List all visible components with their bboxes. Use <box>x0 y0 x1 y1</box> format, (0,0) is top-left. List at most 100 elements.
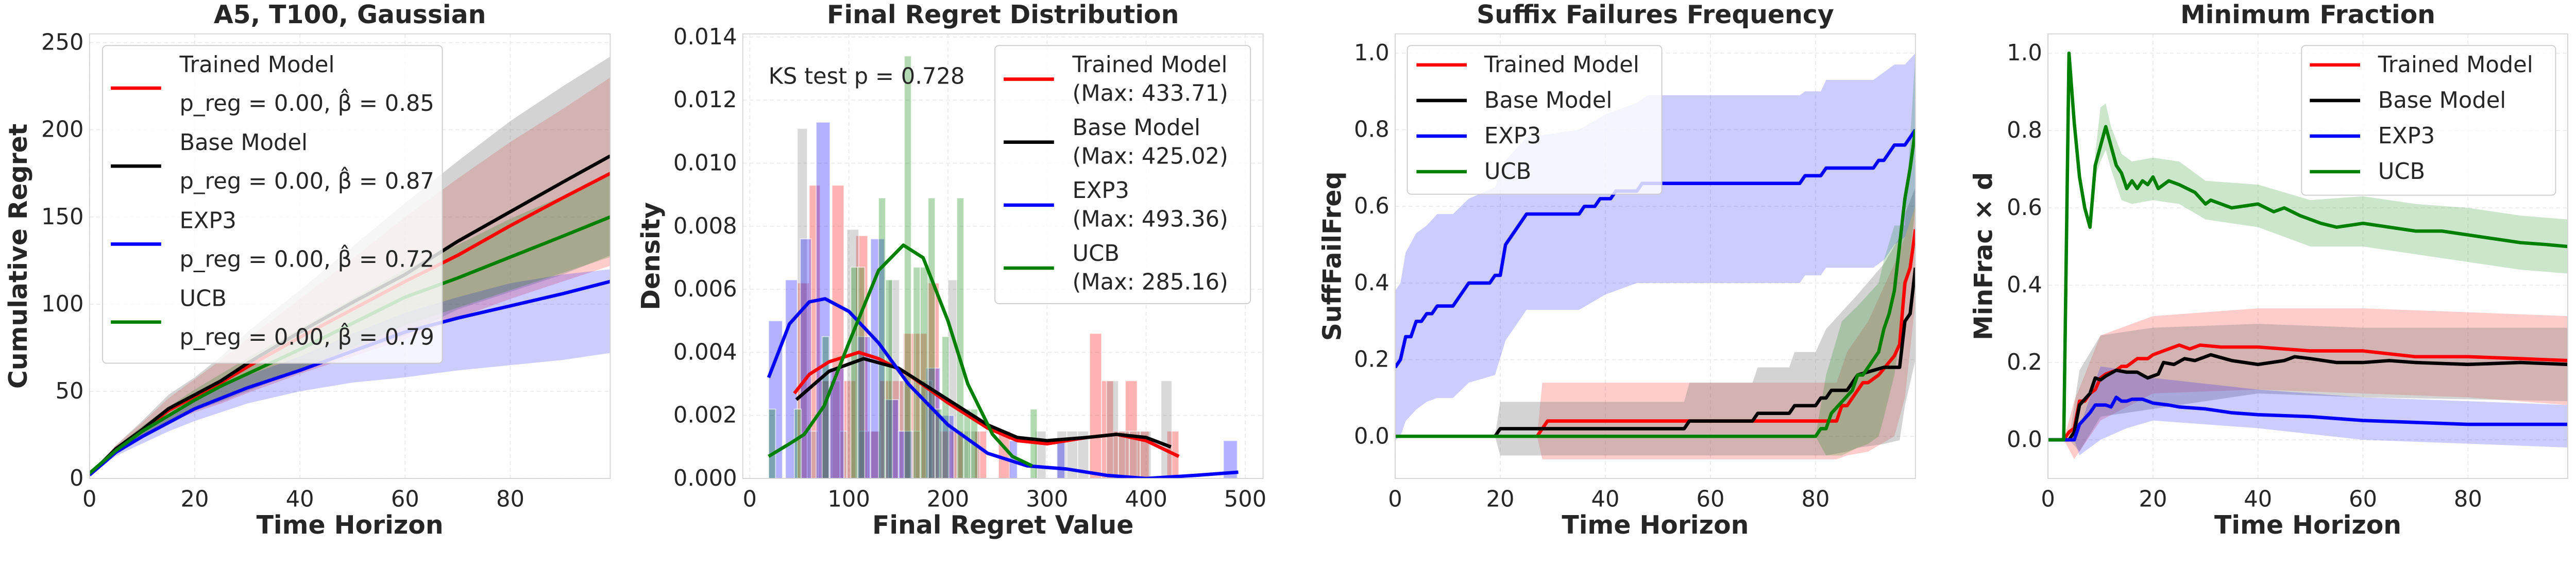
x-tick-label: 0 <box>2041 487 2055 512</box>
histogram-bar <box>1125 380 1138 479</box>
ks-test-annotation: KS test p = 0.728 <box>769 63 965 89</box>
y-tick-label: 0.0 <box>1354 423 1389 449</box>
series-line-ucb <box>2048 51 2568 442</box>
legend-label: Base Model <box>1484 88 1613 113</box>
legend-label: Trained Model <box>179 52 334 78</box>
legend-label: Trained Model <box>2378 52 2533 78</box>
y-tick-label: 0.8 <box>2007 118 2042 143</box>
x-tick-label: 200 <box>927 487 969 512</box>
confidence-band-exp3 <box>2074 366 2568 456</box>
chart-panel-2: 0 100 200 300 400 500 0.000 0.002 0.004 0.006 0.00… <box>636 0 1266 540</box>
histogram-bar <box>885 279 893 479</box>
legend-stats-label: p_reg = 0.00, β̂ = 0.85 <box>179 89 434 117</box>
legend: Trained Model Base Model EXP3 UCB <box>1406 45 1663 195</box>
histogram-bar <box>793 408 802 479</box>
x-tick-label: 60 <box>391 487 419 512</box>
x-tick-label: 60 <box>2349 487 2377 512</box>
axes-frame <box>1395 33 1916 479</box>
chart-panel-4: 0 20 40 60 80 0.0 0.2 0.4 0.6 0.8 1.0 Minimum Fract… <box>1969 0 2568 540</box>
y-tick-label: 0.000 <box>673 466 737 491</box>
legend-label: EXP3 <box>1484 123 1541 149</box>
y-tick-label: 1.0 <box>2007 40 2042 66</box>
series-line-base-model <box>1395 267 1916 438</box>
histogram-bar <box>963 408 972 479</box>
plot-area <box>2048 51 2568 459</box>
legend-box <box>994 45 1251 304</box>
plot-area <box>767 55 1239 479</box>
histogram-bar <box>1106 380 1119 479</box>
legend: Trained Model Base Model EXP3 UCB <box>2301 45 2556 196</box>
histogram-bar <box>897 431 913 479</box>
y-tick-label: 200 <box>41 117 83 143</box>
histogram-bar <box>850 267 858 479</box>
x-tick-label: 100 <box>827 487 870 512</box>
y-tick-label: 150 <box>41 204 83 230</box>
y-tick-label: 50 <box>56 378 84 404</box>
histogram-bar <box>1089 333 1103 479</box>
histogram-bar <box>869 431 882 479</box>
legend-label: Base Model <box>2378 88 2506 113</box>
histogram-bar <box>768 408 776 479</box>
x-tick-label: 40 <box>2244 487 2272 512</box>
histogram-bar <box>1056 440 1065 479</box>
x-tick-label: 0 <box>743 487 757 512</box>
series-line-exp3 <box>1395 128 1916 369</box>
x-tick-label: 0 <box>1388 487 1402 512</box>
x-tick-label: 20 <box>1486 487 1515 512</box>
x-tick-label: 80 <box>2454 487 2482 512</box>
confidence-band-base-model <box>1495 187 1916 456</box>
confidence-band-exp3 <box>89 269 611 477</box>
x-axis-label: Time Horizon <box>2214 510 2401 540</box>
legend-box <box>2301 45 2556 196</box>
histogram-bar <box>941 336 950 479</box>
axes-frame <box>89 33 611 479</box>
x-axis-label: Time Horizon <box>257 510 444 540</box>
axes-frame <box>742 33 1264 479</box>
y-axis-label: Density <box>636 202 666 310</box>
chart-title: Minimum Fraction <box>2180 0 2435 29</box>
chart-title: Final Regret Distribution <box>827 0 1179 29</box>
confidence-band-trained-model <box>1537 206 1916 459</box>
y-tick-label: 0.6 <box>1354 193 1389 219</box>
histogram-bar <box>857 267 866 479</box>
x-tick-label: 60 <box>1697 487 1725 512</box>
y-axis-label: MinFrac × d <box>1969 172 1998 340</box>
legend-label: UCB <box>1073 241 1120 267</box>
x-tick-label: 500 <box>1224 487 1266 512</box>
legend-max-label: (Max: 493.36) <box>1073 207 1228 233</box>
y-tick-label: 0.002 <box>673 403 737 428</box>
legend-label: EXP3 <box>179 208 236 234</box>
kde-line-base-model <box>795 357 1172 449</box>
legend-label: EXP3 <box>2378 123 2435 149</box>
histogram-bar <box>888 279 900 479</box>
x-tick-label: 400 <box>1125 487 1167 512</box>
legend-stats-label: p_reg = 0.00, β̂ = 0.87 <box>179 167 434 194</box>
legend-label: UCB <box>2378 159 2425 185</box>
y-tick-label: 0.006 <box>673 276 737 302</box>
axes-frame <box>2047 33 2568 479</box>
chart-panel-3: 0 20 40 60 80 0.0 0.2 0.4 0.6 0.8 1.0 Suffix Failur… <box>1317 0 1916 540</box>
legend-label: Trained Model <box>1072 52 1228 78</box>
y-tick-label: 0.2 <box>1354 347 1389 373</box>
histogram-bar <box>912 267 921 479</box>
x-tick-label: 0 <box>82 487 96 512</box>
series-line-trained-model <box>1395 229 1916 438</box>
y-tick-label: 0.004 <box>673 339 737 365</box>
legend-label: Base Model <box>1073 115 1201 141</box>
y-tick-label: 1.0 <box>1354 40 1389 66</box>
y-tick-label: 0.012 <box>673 87 737 113</box>
histogram-bar <box>927 197 936 479</box>
histogram-bar <box>920 267 929 479</box>
kde-line-exp3 <box>767 297 1239 479</box>
legend-label: Trained Model <box>1484 52 1639 78</box>
y-tick-label: 0.010 <box>673 150 737 176</box>
series-line-ucb <box>1395 129 1916 438</box>
y-tick-label: 0 <box>70 466 83 491</box>
legend-label: Base Model <box>179 130 308 156</box>
x-tick-label: 20 <box>2139 487 2167 512</box>
histogram-bar <box>808 185 821 479</box>
histogram-bar <box>832 185 844 479</box>
legend-label: UCB <box>179 286 226 312</box>
legend-stats-label: p_reg = 0.00, β̂ = 0.79 <box>179 323 434 351</box>
y-tick-label: 0.6 <box>2007 195 2042 221</box>
